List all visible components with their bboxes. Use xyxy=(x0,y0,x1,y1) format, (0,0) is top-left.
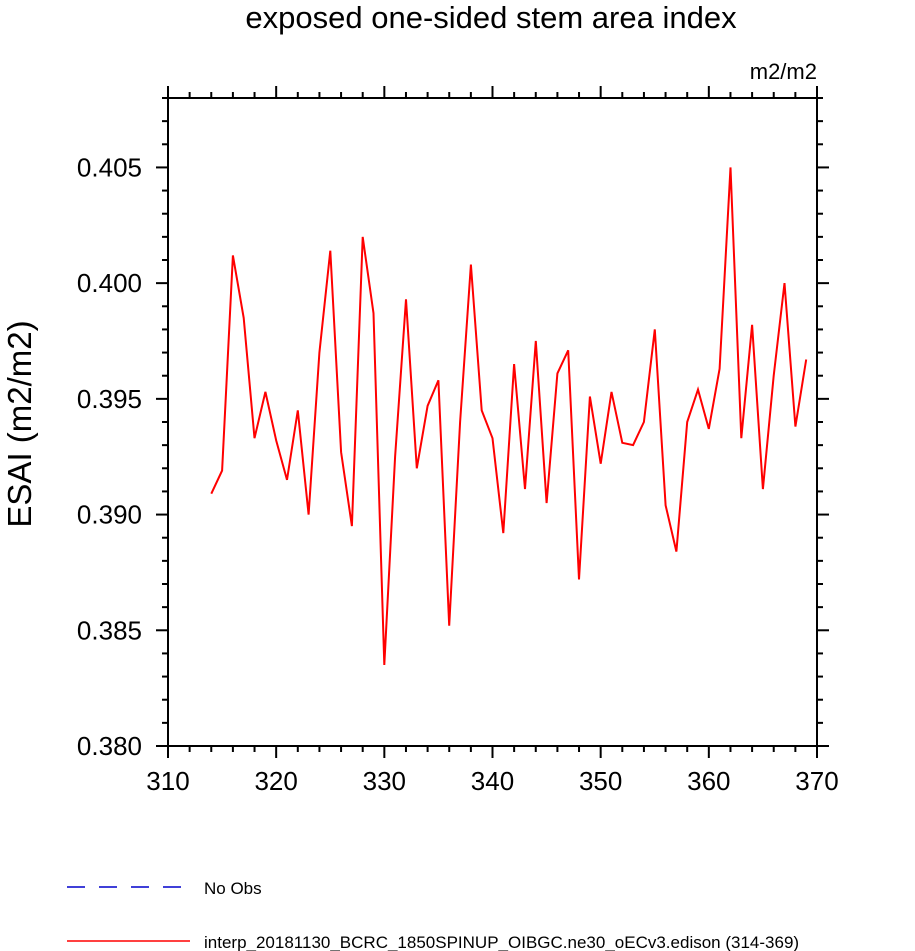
y-tick-label: 0.390 xyxy=(77,500,142,530)
y-tick-label: 0.380 xyxy=(77,731,142,761)
x-tick-label: 350 xyxy=(579,766,622,796)
axis-ticks xyxy=(156,86,829,758)
y-tick-label: 0.400 xyxy=(77,268,142,298)
x-tick-labels: 310 320 330 340 350 360 370 xyxy=(146,766,838,796)
chart-title: exposed one-sided stem area index xyxy=(245,0,737,35)
y-tick-label: 0.405 xyxy=(77,152,142,182)
x-tick-label: 370 xyxy=(795,766,838,796)
legend-label: No Obs xyxy=(204,879,262,898)
x-tick-label: 330 xyxy=(363,766,406,796)
y-tick-labels: 0.380 0.385 0.390 0.395 0.400 0.405 xyxy=(77,152,142,761)
x-tick-label: 360 xyxy=(687,766,730,796)
plot-frame xyxy=(167,97,818,747)
legend-label: interp_20181130_BCRC_1850SPINUP_OIBGC.ne… xyxy=(204,933,799,951)
y-axis-label: ESAI (m2/m2) xyxy=(1,320,38,527)
x-tick-label: 310 xyxy=(146,766,189,796)
x-tick-label: 340 xyxy=(471,766,514,796)
x-tick-label: 320 xyxy=(254,766,297,796)
series-line xyxy=(210,167,808,666)
units-label: m2/m2 xyxy=(750,59,817,84)
series-group xyxy=(210,167,808,666)
legend: No Obs interp_20181130_BCRC_1850SPINUP_OI… xyxy=(67,879,799,951)
y-tick-label: 0.395 xyxy=(77,384,142,414)
y-tick-label: 0.385 xyxy=(77,615,142,645)
